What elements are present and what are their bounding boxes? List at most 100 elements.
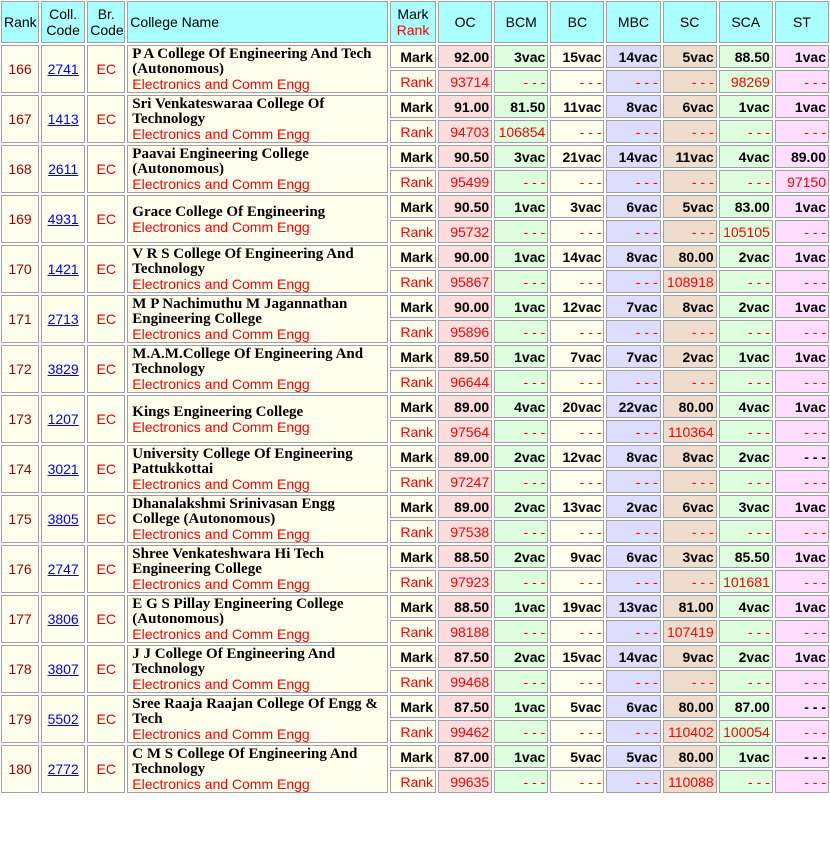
header-st: ST (774, 1, 829, 43)
st-rank: - - - (774, 120, 829, 143)
mark-label: Mark (389, 145, 437, 168)
st-rank: - - - (774, 370, 829, 393)
sc-mark: 9vac (662, 645, 717, 668)
rank-cell: 174 (1, 445, 40, 493)
college-name-cell: J J College Of Engineering And Technolog… (127, 645, 388, 693)
course-name: Electronics and Comm Engg (132, 526, 310, 542)
table-row-mark: 167 1413 EC Sri Venkateswaraa College Of Te… (1, 95, 829, 143)
sca-rank: - - - (718, 770, 773, 793)
course-name: Electronics and Comm Engg (132, 326, 310, 342)
st-mark: 1vac (774, 545, 829, 568)
college-code-link[interactable]: 2772 (47, 761, 79, 777)
header-row: Rank Coll. Code Br. Code College Name Ma… (1, 1, 829, 43)
st-mark: 1vac (774, 95, 829, 118)
college-code-link[interactable]: 3805 (47, 511, 79, 527)
rank-cell: 177 (1, 595, 40, 643)
college-code-link[interactable]: 1207 (47, 411, 79, 427)
bc-rank: - - - (550, 170, 605, 193)
college-code-link[interactable]: 2713 (47, 311, 79, 327)
table-row-mark: 169 4931 EC Grace College Of Engineering Ele… (1, 195, 829, 243)
header-mark: Mark (397, 6, 429, 22)
sca-mark: 2vac (718, 245, 773, 268)
course-name: Electronics and Comm Engg (132, 676, 310, 692)
college-code-link[interactable]: 2747 (47, 561, 79, 577)
rank-label: Rank (389, 220, 437, 243)
st-rank: - - - (774, 520, 829, 543)
st-rank: - - - (774, 620, 829, 643)
college-code-link[interactable]: 2611 (48, 161, 79, 177)
mbc-mark: 13vac (606, 595, 661, 618)
sca-mark: 4vac (718, 595, 773, 618)
sc-rank: 108918 (662, 270, 717, 293)
college-code-link[interactable]: 4931 (47, 211, 79, 227)
branch-code-cell: EC (87, 195, 126, 243)
college-name: Dhanalakshmi Srinivasan Engg College (Au… (132, 496, 335, 527)
table-row-mark: 180 2772 EC C M S College Of Engineering An… (1, 745, 829, 793)
rank-cell: 179 (1, 695, 40, 743)
bcm-rank: - - - (494, 70, 549, 93)
sc-mark: 11vac (662, 145, 717, 168)
table-row-mark: 178 3807 EC J J College Of Engineering And … (1, 645, 829, 693)
sc-mark: 80.00 (662, 395, 717, 418)
college-code-link[interactable]: 2741 (47, 61, 79, 77)
oc-mark: 91.00 (438, 95, 493, 118)
college-code-link[interactable]: 1421 (47, 261, 79, 277)
bc-mark: 21vac (550, 145, 605, 168)
bcm-mark: 1vac (494, 345, 549, 368)
header-mark-rank: Mark Rank (389, 1, 437, 43)
rank-cell: 176 (1, 545, 40, 593)
bc-rank: - - - (550, 620, 605, 643)
sca-rank: - - - (718, 120, 773, 143)
sca-rank: - - - (718, 420, 773, 443)
rank-label: Rank (389, 370, 437, 393)
sca-mark: 1vac (718, 95, 773, 118)
sca-mark: 1vac (718, 745, 773, 768)
college-code-link[interactable]: 1413 (47, 111, 79, 127)
table-row-mark: 170 1421 EC V R S College Of Engineering An… (1, 245, 829, 293)
college-code-cell: 2747 (41, 545, 86, 593)
st-mark: 1vac (774, 395, 829, 418)
college-name: P A College Of Engineering And Tech (Aut… (132, 46, 372, 77)
sca-mark: 83.00 (718, 195, 773, 218)
college-code-link[interactable]: 3021 (47, 461, 79, 477)
bc-rank: - - - (550, 220, 605, 243)
table-row-rank: Rank 97247- - -- - -- - -- - -- - -- - - (1, 470, 829, 493)
college-code-link[interactable]: 3807 (47, 661, 79, 677)
course-name: Electronics and Comm Engg (132, 418, 310, 435)
bc-mark: 19vac (550, 595, 605, 618)
mbc-rank: - - - (606, 770, 661, 793)
college-name-cell: Grace College Of Engineering Electronics … (127, 195, 388, 243)
bc-mark: 15vac (550, 45, 605, 68)
header-coll-code: Coll. Code (41, 1, 86, 43)
oc-rank: 96644 (438, 370, 493, 393)
bc-mark: 15vac (550, 645, 605, 668)
rank-cell: 170 (1, 245, 40, 293)
header-bc: BC (550, 1, 605, 43)
mbc-rank: - - - (606, 670, 661, 693)
sc-mark: 80.00 (662, 745, 717, 768)
rank-cell: 178 (1, 645, 40, 693)
sc-rank: 110088 (662, 770, 717, 793)
mark-label: Mark (389, 395, 437, 418)
branch-code-cell: EC (87, 495, 126, 543)
st-mark: 1vac (774, 245, 829, 268)
bcm-rank: - - - (494, 420, 549, 443)
college-code-link[interactable]: 3829 (47, 361, 79, 377)
header-sc: SC (662, 1, 717, 43)
mbc-mark: 5vac (606, 745, 661, 768)
st-rank: - - - (774, 320, 829, 343)
college-code-link[interactable]: 3806 (47, 611, 79, 627)
college-code-link[interactable]: 5502 (47, 711, 79, 727)
oc-mark: 88.50 (438, 595, 493, 618)
mbc-mark: 8vac (606, 245, 661, 268)
oc-rank: 99468 (438, 670, 493, 693)
sca-rank: - - - (718, 670, 773, 693)
oc-mark: 89.00 (438, 445, 493, 468)
sca-rank: - - - (718, 170, 773, 193)
bc-rank: - - - (550, 320, 605, 343)
bc-mark: 12vac (550, 295, 605, 318)
bc-rank: - - - (550, 420, 605, 443)
mbc-mark: 8vac (606, 445, 661, 468)
branch-code-cell: EC (87, 95, 126, 143)
header-br-code: Br. Code (87, 1, 126, 43)
